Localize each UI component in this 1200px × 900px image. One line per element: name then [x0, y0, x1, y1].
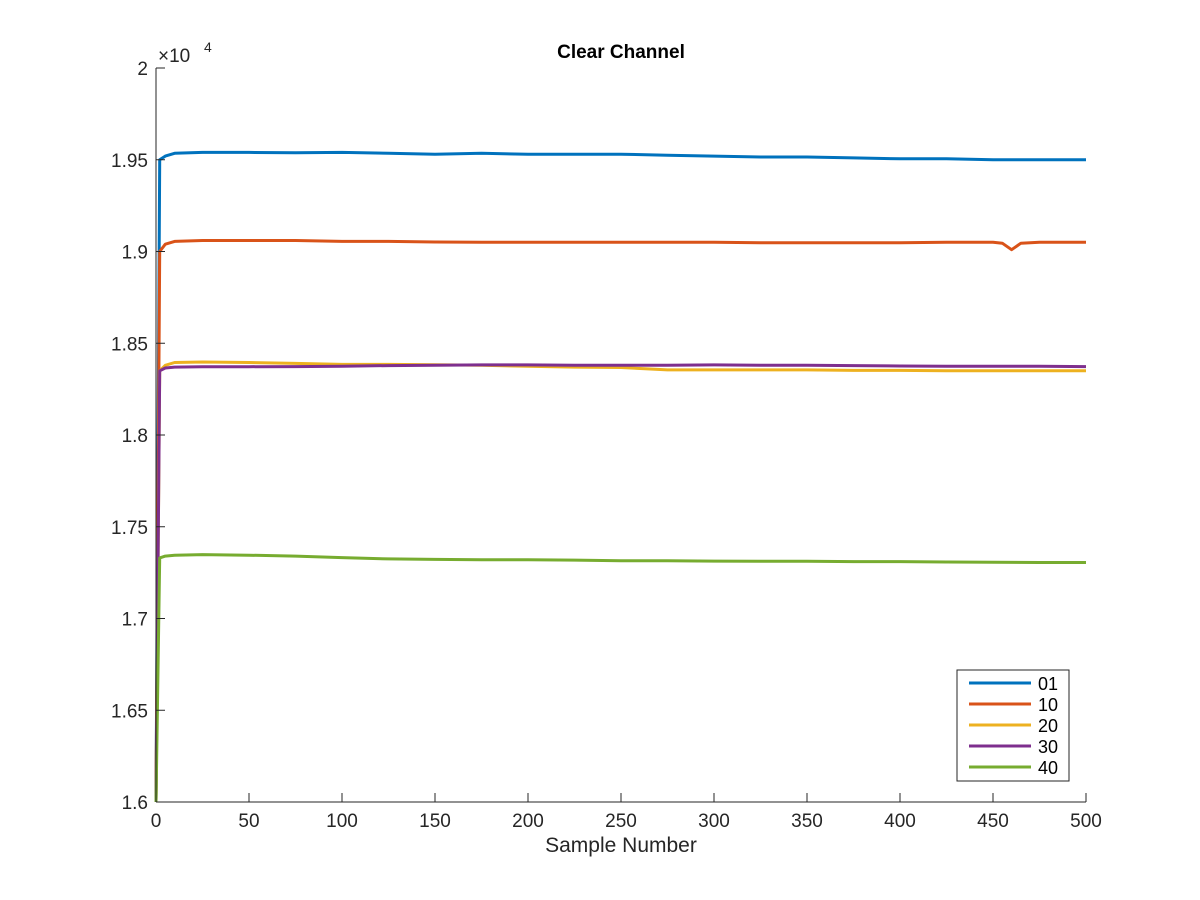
- x-tick-label: 250: [605, 811, 637, 832]
- y-tick-label: 1.85: [111, 334, 148, 355]
- legend-label-30: 30: [1038, 737, 1058, 757]
- x-tick-label: 200: [512, 811, 544, 832]
- y-tick-label: 1.6: [122, 793, 148, 814]
- y-tick-label: 2: [137, 59, 148, 80]
- x-tick-label: 500: [1070, 811, 1102, 832]
- series-line-40: [154, 553, 1086, 803]
- series-line-10: [154, 239, 1086, 803]
- y-tick-label: 1.7: [122, 610, 148, 631]
- series-line-20: [154, 360, 1086, 803]
- legend-label-01: 01: [1038, 674, 1058, 694]
- y-exponent-label: ×10 4: [158, 39, 212, 67]
- x-tick-label: 0: [151, 811, 162, 832]
- y-exponent-base: ×10: [158, 46, 190, 67]
- y-tick-label: 1.65: [111, 701, 148, 722]
- series-lines: [154, 150, 1087, 803]
- x-tick-label: 350: [791, 811, 823, 832]
- plot-area: [156, 68, 1086, 802]
- legend-label-40: 40: [1038, 758, 1058, 778]
- series-line-30: [154, 363, 1087, 803]
- series-line-01: [154, 150, 1086, 803]
- plot-background: [156, 68, 1086, 802]
- y-exponent-power: 4: [204, 39, 212, 55]
- x-tick-label: 150: [419, 811, 451, 832]
- y-tick-label: 1.9: [122, 243, 148, 264]
- x-axis-label: Sample Number: [545, 834, 697, 857]
- x-tick-label: 50: [238, 811, 259, 832]
- x-tick-label: 450: [977, 811, 1009, 832]
- x-tick-label: 100: [326, 811, 358, 832]
- axes: 0 50 100 150 200 250 300 350 400 450 500 1.6 1.65 1.7…: [111, 59, 1102, 832]
- y-tick-label: 1.75: [111, 518, 148, 539]
- legend-label-10: 10: [1038, 695, 1058, 715]
- chart-title: Clear Channel: [557, 42, 685, 63]
- legend-label-20: 20: [1038, 716, 1058, 736]
- y-tick-label: 1.95: [111, 151, 148, 172]
- y-tick-label: 1.8: [122, 426, 148, 447]
- x-tick-label: 300: [698, 811, 730, 832]
- x-tick-label: 400: [884, 811, 916, 832]
